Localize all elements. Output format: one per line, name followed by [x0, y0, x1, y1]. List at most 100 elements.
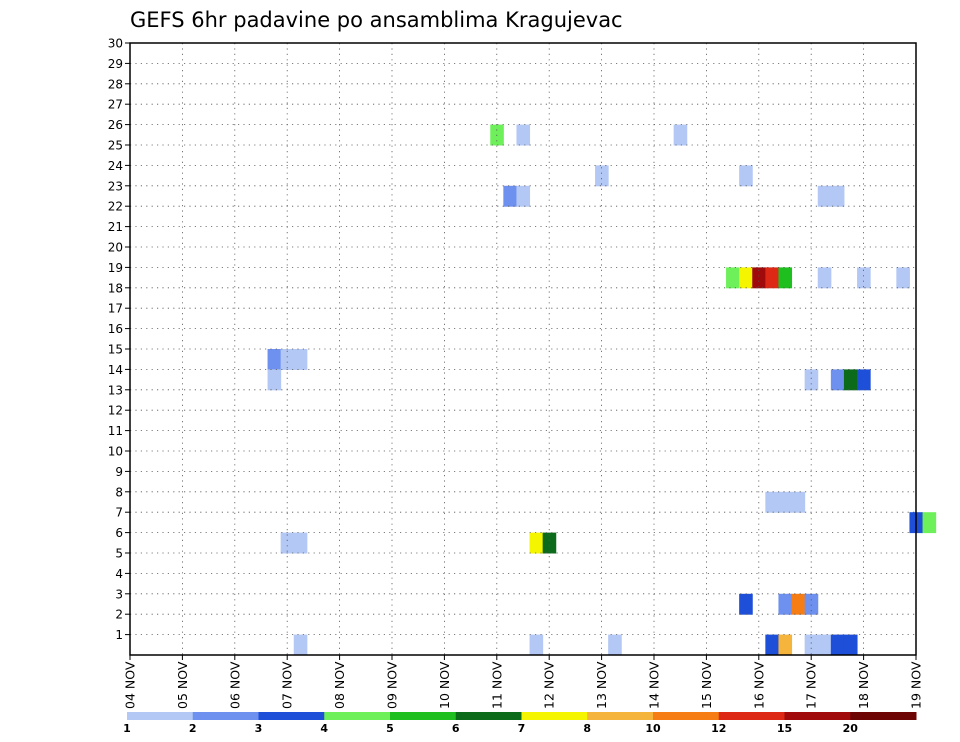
precip-cell [608, 634, 622, 656]
y-tick-label: 6 [115, 526, 123, 540]
precip-cell [267, 369, 282, 391]
precip-cell [817, 634, 832, 656]
x-tick-label: 06 NOV [227, 661, 242, 709]
y-tick-label: 9 [115, 465, 123, 479]
y-tick-label: 28 [108, 77, 123, 91]
y-tick-label: 21 [108, 220, 123, 234]
precip-cell [804, 593, 819, 615]
y-tick-label: 18 [108, 281, 123, 295]
colorbar-segment [324, 712, 391, 720]
precip-cell [293, 349, 308, 370]
precip-cell [857, 369, 871, 391]
y-tick-label: 17 [108, 302, 123, 316]
colorbar-segment [653, 712, 720, 720]
precip-cells [267, 124, 937, 656]
y-tick-label: 5 [115, 547, 123, 561]
precip-cell [595, 165, 609, 187]
precip-cell [830, 185, 845, 207]
precip-cell [267, 349, 282, 370]
colorbar-segment [127, 712, 194, 720]
colorbar-label: 2 [189, 722, 197, 735]
y-tick-label: 24 [108, 159, 123, 173]
precip-cell [752, 267, 766, 289]
precip-cell [857, 267, 871, 289]
y-tick-label: 16 [108, 322, 123, 336]
precip-cell [778, 267, 793, 289]
y-tick-label: 23 [108, 179, 123, 193]
colorbar-segment [784, 712, 851, 720]
y-tick-label: 25 [108, 139, 123, 153]
y-tick-label: 8 [115, 485, 123, 499]
precip-cell [791, 593, 806, 615]
y-tick-label: 15 [108, 343, 123, 357]
x-tick-label: 04 NOV [123, 661, 138, 709]
y-tick-label: 26 [108, 118, 123, 132]
colorbar-label: 7 [518, 722, 526, 735]
x-tick-label: 15 NOV [699, 661, 714, 709]
x-tick-label: 17 NOV [804, 661, 819, 709]
precip-cell [516, 185, 531, 207]
precip-cell [804, 369, 819, 391]
y-tick-label: 12 [108, 404, 123, 418]
x-tick-label: 05 NOV [175, 661, 190, 709]
precip-cell [280, 532, 295, 554]
x-tick-label: 16 NOV [751, 661, 766, 709]
colorbar-label: 3 [255, 722, 263, 735]
precip-cell [503, 185, 517, 207]
y-tick-label: 4 [115, 567, 123, 581]
x-axis: 04 NOV 05 NOV 06 NOV 07 NOV 08 NOV 09 NOV 10 N… [123, 655, 924, 709]
precip-cell [765, 267, 779, 289]
x-tick-label: 13 NOV [594, 661, 609, 709]
colorbar-segment [850, 712, 917, 720]
y-tick-label: 27 [108, 98, 123, 112]
precip-cell [293, 634, 308, 656]
precip-cell [778, 491, 793, 513]
colorbar-legend: 1 2 3 4 5 6 7 8 10 12 15 20 [123, 712, 917, 735]
y-tick-label: 22 [108, 200, 123, 214]
colorbar-label: 5 [386, 722, 394, 735]
x-tick-label: 10 NOV [437, 661, 452, 709]
precip-cell [280, 349, 295, 370]
chart-title: GEFS 6hr padavine po ansamblima Kragujev… [130, 8, 623, 32]
precip-cell [922, 512, 937, 534]
x-tick-label: 08 NOV [332, 661, 347, 709]
x-tick-label: 07 NOV [280, 661, 295, 709]
precip-cell [542, 532, 557, 554]
colorbar-label: 1 [123, 722, 131, 735]
precip-cell [739, 267, 753, 289]
x-tick-label: 19 NOV [909, 661, 924, 709]
precip-cell [778, 634, 793, 656]
x-tick-label: 09 NOV [385, 661, 400, 709]
precip-cell [726, 267, 740, 289]
precip-cell [817, 185, 832, 207]
colorbar-label: 6 [452, 722, 460, 735]
x-tick-label: 14 NOV [647, 661, 662, 709]
colorbar-segment [390, 712, 457, 720]
precip-cell [516, 124, 531, 146]
colorbar-label: 10 [645, 722, 661, 735]
colorbar-segment [192, 712, 259, 720]
precip-cell [843, 369, 858, 391]
y-tick-label: 19 [108, 261, 123, 275]
precip-cell [529, 532, 544, 554]
colorbar-label: 20 [843, 722, 859, 735]
x-tick-label: 12 NOV [542, 661, 557, 709]
y-tick-label: 2 [115, 608, 123, 622]
precip-cell [765, 634, 779, 656]
colorbar-segment [455, 712, 522, 720]
y-tick-label: 29 [108, 57, 123, 71]
precip-cell [293, 532, 308, 554]
precip-cell [896, 267, 910, 289]
y-tick-label: 7 [115, 506, 123, 520]
precip-cell [791, 491, 806, 513]
y-tick-label: 20 [108, 241, 123, 255]
precip-cell [804, 634, 819, 656]
precip-cell [739, 593, 753, 615]
precip-cell [529, 634, 544, 656]
y-tick-label: 10 [108, 445, 123, 459]
colorbar-segment [258, 712, 325, 720]
colorbar-label: 4 [320, 722, 328, 735]
x-tick-label: 18 NOV [856, 661, 871, 709]
y-axis: 1234567891011121314151617181920212223242… [108, 37, 130, 642]
